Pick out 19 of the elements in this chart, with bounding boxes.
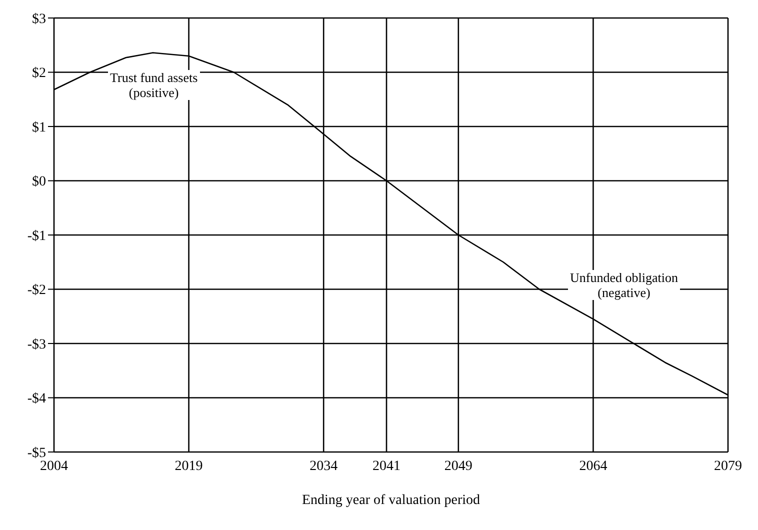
x-tick-label: 2064 bbox=[579, 458, 608, 474]
x-tick-label: 2049 bbox=[444, 458, 472, 474]
y-tick-label: -$5 bbox=[27, 446, 46, 461]
x-tick-label: 2041 bbox=[372, 458, 401, 474]
y-tick-label: -$2 bbox=[27, 283, 46, 298]
x-tick-label: 2034 bbox=[310, 458, 338, 474]
y-tick-label: $3 bbox=[32, 12, 46, 27]
y-tick-label: $2 bbox=[32, 66, 46, 82]
y-tick-label: $0 bbox=[32, 174, 46, 190]
y-tick-label: -$4 bbox=[27, 392, 46, 407]
y-tick-label: $1 bbox=[32, 120, 46, 136]
y-tick-label: -$3 bbox=[27, 337, 46, 352]
x-tick-label: 2079 bbox=[714, 458, 742, 474]
annotation: Trust fund assets (positive) bbox=[108, 70, 200, 100]
x-axis-title: Ending year of valuation period bbox=[302, 493, 480, 508]
annotation: Unfunded obligation (negative) bbox=[568, 270, 680, 300]
x-tick-label: 2019 bbox=[174, 458, 203, 474]
y-tick-label: -$1 bbox=[27, 228, 46, 244]
x-tick-label: 2004 bbox=[40, 458, 68, 474]
